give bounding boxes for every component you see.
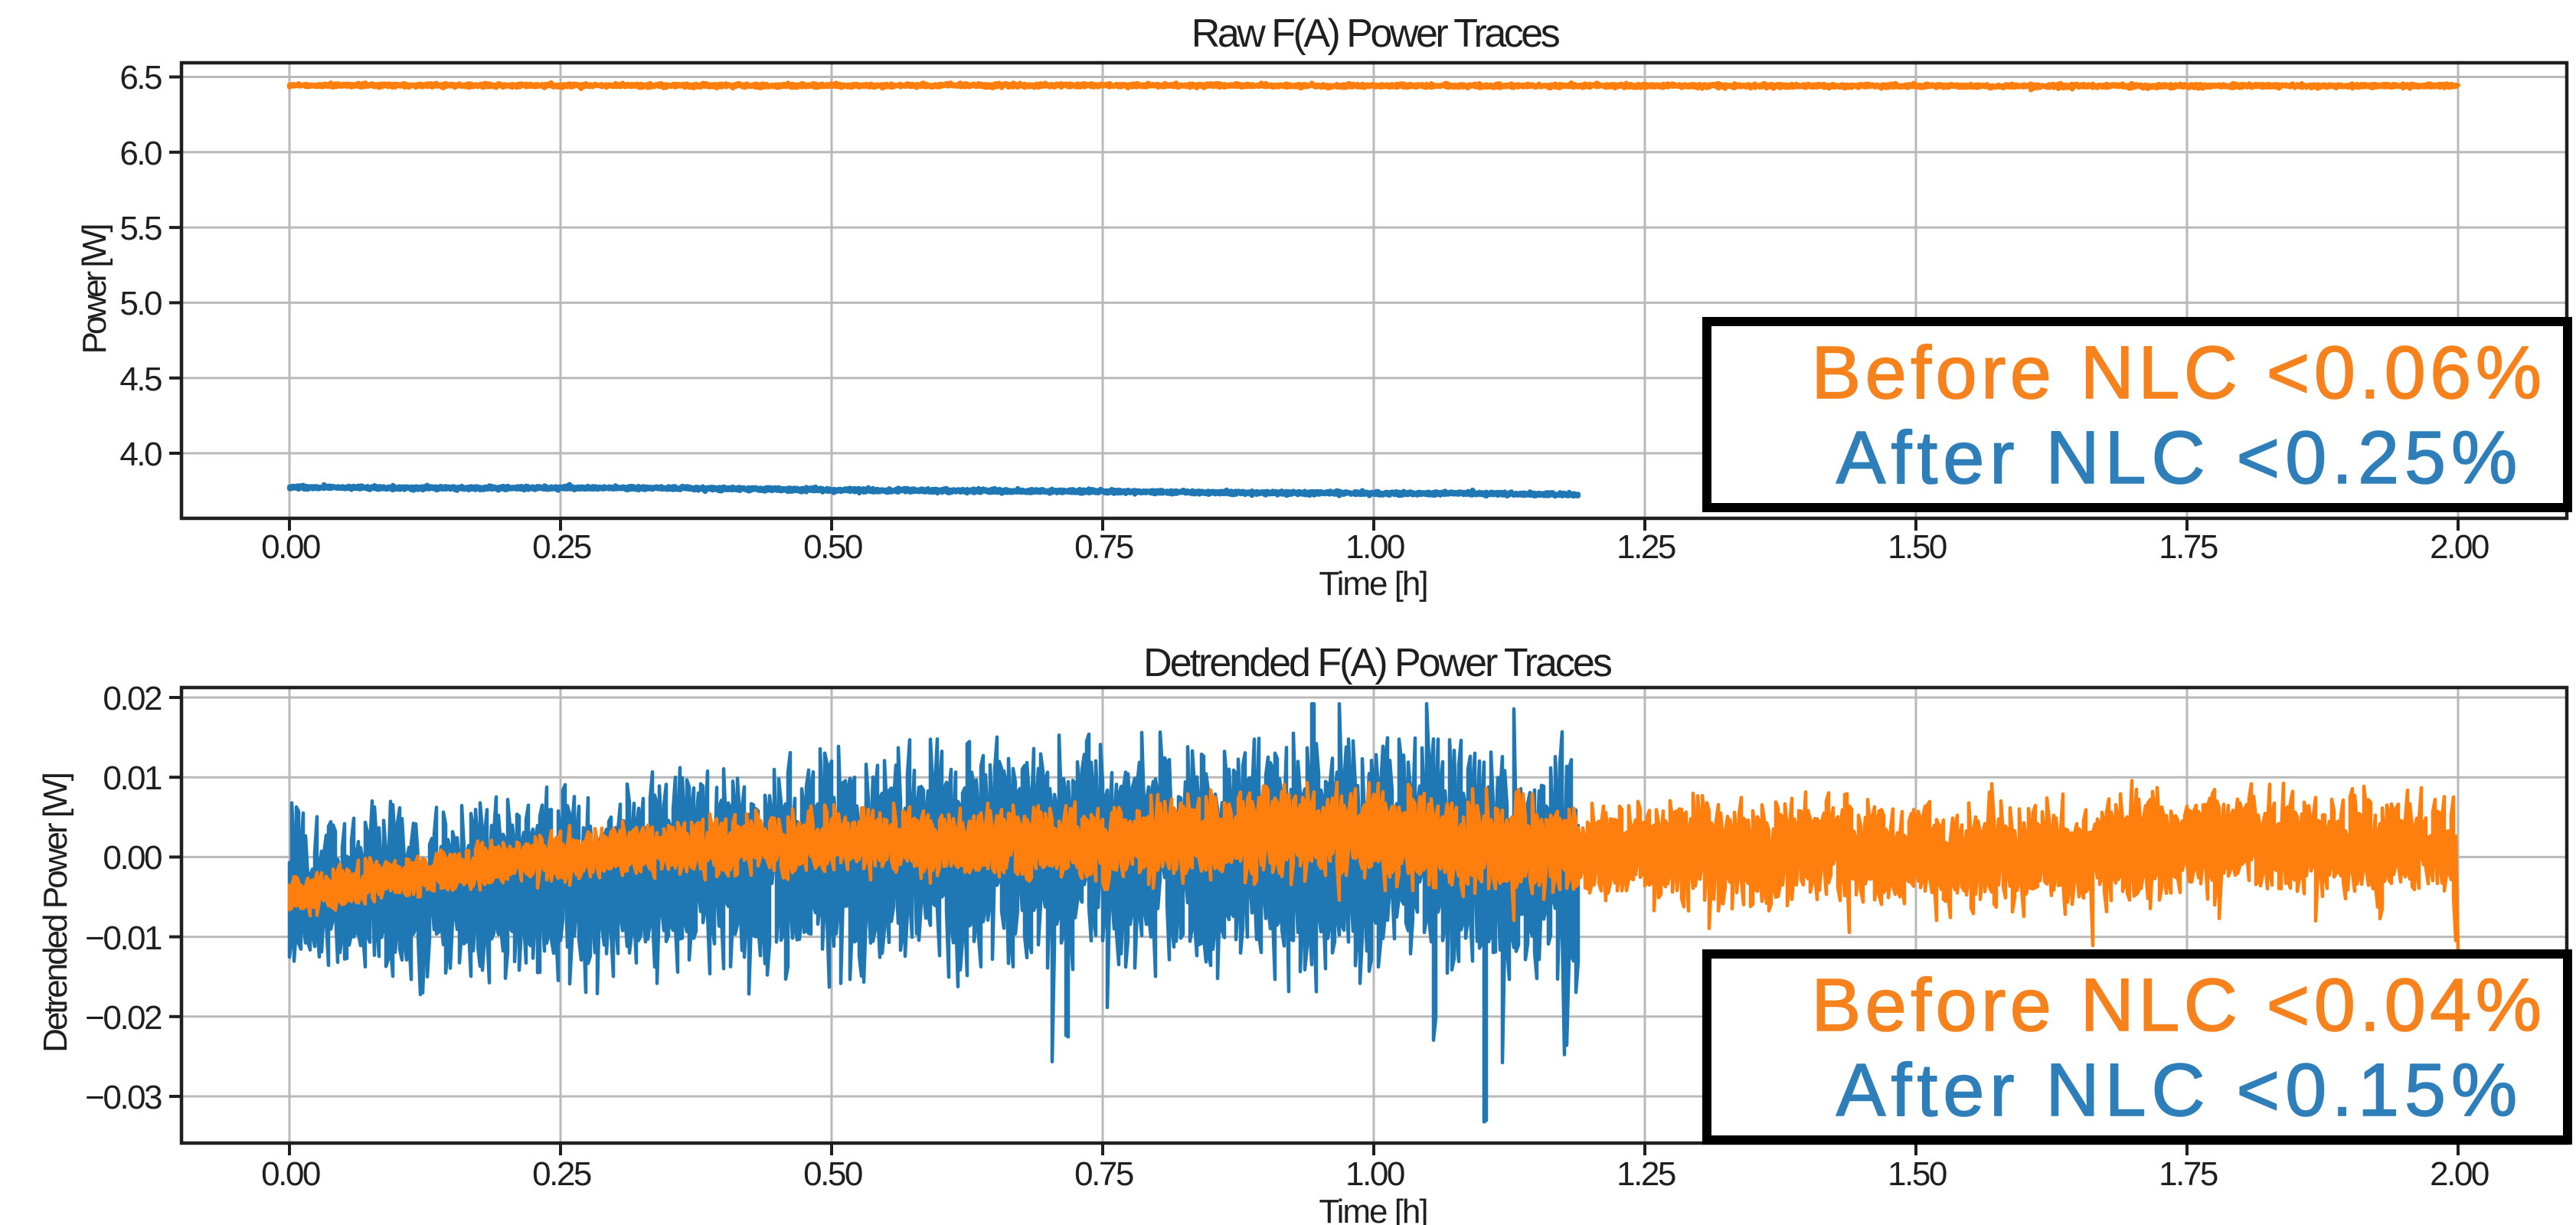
svg-text:1.00: 1.00 [1345,1155,1404,1193]
svg-text:1.75: 1.75 [2159,1155,2218,1193]
svg-text:0.75: 0.75 [1074,528,1133,566]
svg-text:0.75: 0.75 [1074,1155,1133,1193]
svg-text:5.5: 5.5 [119,210,162,247]
svg-text:0.00: 0.00 [261,528,320,566]
svg-text:Detrended F(A) Power Traces: Detrended F(A) Power Traces [1143,641,1612,685]
svg-text:Before NLC <0.06%: Before NLC <0.06% [1812,331,2546,414]
svg-text:−0.02: −0.02 [85,999,162,1037]
svg-text:0.50: 0.50 [803,1155,862,1193]
svg-text:4.0: 4.0 [119,436,162,473]
svg-text:After NLC <0.15%: After NLC <0.15% [1836,1048,2522,1132]
svg-text:0.01: 0.01 [103,760,162,797]
svg-text:2.00: 2.00 [2430,528,2489,566]
svg-text:0.02: 0.02 [103,680,162,717]
svg-text:Raw F(A) Power Traces: Raw F(A) Power Traces [1192,11,1560,56]
svg-text:0.50: 0.50 [803,528,862,566]
svg-text:−0.01: −0.01 [85,920,162,957]
svg-text:1.75: 1.75 [2159,528,2218,566]
svg-text:1.50: 1.50 [1888,1155,1947,1193]
svg-text:Detrended Power [W]: Detrended Power [W] [37,773,74,1052]
svg-text:After NLC <0.25%: After NLC <0.25% [1836,416,2522,499]
svg-text:6.5: 6.5 [119,59,162,96]
svg-text:0.00: 0.00 [261,1155,320,1193]
svg-text:5.0: 5.0 [119,285,162,322]
svg-text:Power [W]: Power [W] [76,225,113,354]
svg-text:4.5: 4.5 [119,361,162,398]
svg-text:1.00: 1.00 [1345,528,1404,566]
svg-text:0.25: 0.25 [532,528,591,566]
svg-text:2.00: 2.00 [2430,1155,2489,1193]
svg-text:Before NLC <0.04%: Before NLC <0.04% [1812,963,2546,1047]
svg-text:0.00: 0.00 [103,839,162,877]
svg-text:1.25: 1.25 [1617,528,1675,566]
svg-text:−0.03: −0.03 [85,1079,162,1116]
svg-text:0.25: 0.25 [532,1155,591,1193]
svg-text:Time [h]: Time [h] [1319,565,1427,603]
svg-text:6.0: 6.0 [119,135,162,172]
svg-text:1.25: 1.25 [1617,1155,1675,1193]
svg-text:1.50: 1.50 [1888,528,1947,566]
svg-text:Time [h]: Time [h] [1319,1193,1427,1225]
